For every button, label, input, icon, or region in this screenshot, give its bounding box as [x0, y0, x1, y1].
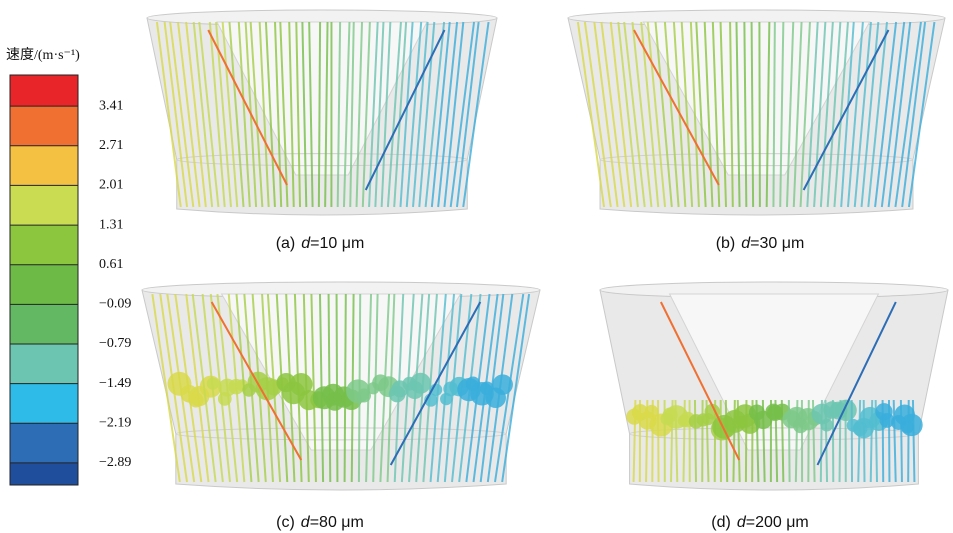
colorbar-segment [10, 75, 78, 106]
particle-cluster [492, 374, 513, 395]
streamline [695, 400, 696, 482]
streamline [773, 22, 774, 207]
panel-value: =10 μm [310, 235, 364, 252]
colorbar-tick-label: 2.71 [99, 138, 124, 153]
colorbar-segment [10, 423, 78, 463]
colorbar-segment [10, 185, 78, 225]
colorbar-segment [10, 384, 78, 424]
panel-label: (c) [276, 514, 295, 531]
colorbar-title: 速度/(m·s⁻¹) [6, 47, 80, 63]
particle-cluster [410, 373, 431, 394]
panel-value: =80 μm [310, 514, 364, 531]
colorbar-tick-label: −1.49 [99, 376, 131, 391]
colorbar-tick-label: 2.01 [99, 178, 124, 193]
colorbar-segment [10, 463, 78, 485]
figure: 速度/(m·s⁻¹) 3.41 2.71 2.01 1.31 0.61 −0.09 −0.7… [0, 0, 953, 533]
colorbar-segment [10, 304, 78, 344]
panel-caption: (d)d=200 μm [711, 514, 809, 531]
colorbar-tick-label: 1.31 [99, 217, 124, 232]
colorbar-tick-label: 3.41 [99, 98, 124, 113]
scenes [142, 10, 948, 490]
panel-caption: (c)d=80 μm [276, 514, 364, 531]
panel-value: =30 μm [750, 235, 804, 252]
particle-cluster [835, 400, 856, 421]
streamline [319, 22, 320, 207]
panel-label: (a) [276, 235, 296, 252]
streamline [337, 294, 338, 482]
colorbar-segment [10, 265, 78, 305]
streamline [726, 400, 727, 482]
colorbar-tick-label: −0.79 [99, 336, 131, 351]
panel-caption: (a)d=10 μm [276, 235, 365, 252]
colorbar-tick-label: 0.61 [99, 257, 124, 272]
particle-cluster [820, 419, 833, 432]
colorbar-segment [10, 146, 78, 186]
colorbar-tick-label: −2.89 [99, 455, 131, 470]
colorbar-tick-label: −2.19 [99, 415, 131, 430]
panel-caption: (b)d=30 μm [716, 235, 805, 252]
colorbar-segment [10, 225, 78, 265]
particle-cluster [900, 414, 922, 436]
panel-value: =200 μm [746, 514, 809, 531]
colorbar-tick-label: −0.09 [99, 297, 131, 312]
panel-label: (b) [716, 235, 736, 252]
panel-label: (d) [711, 514, 731, 531]
colorbar-segment [10, 106, 78, 146]
colorbar-segment [10, 344, 78, 384]
streamline [684, 400, 685, 482]
streamline [908, 400, 909, 482]
colorbar: 3.41 2.71 2.01 1.31 0.61 −0.09 −0.79 −1.49 −2.19… [10, 75, 131, 485]
